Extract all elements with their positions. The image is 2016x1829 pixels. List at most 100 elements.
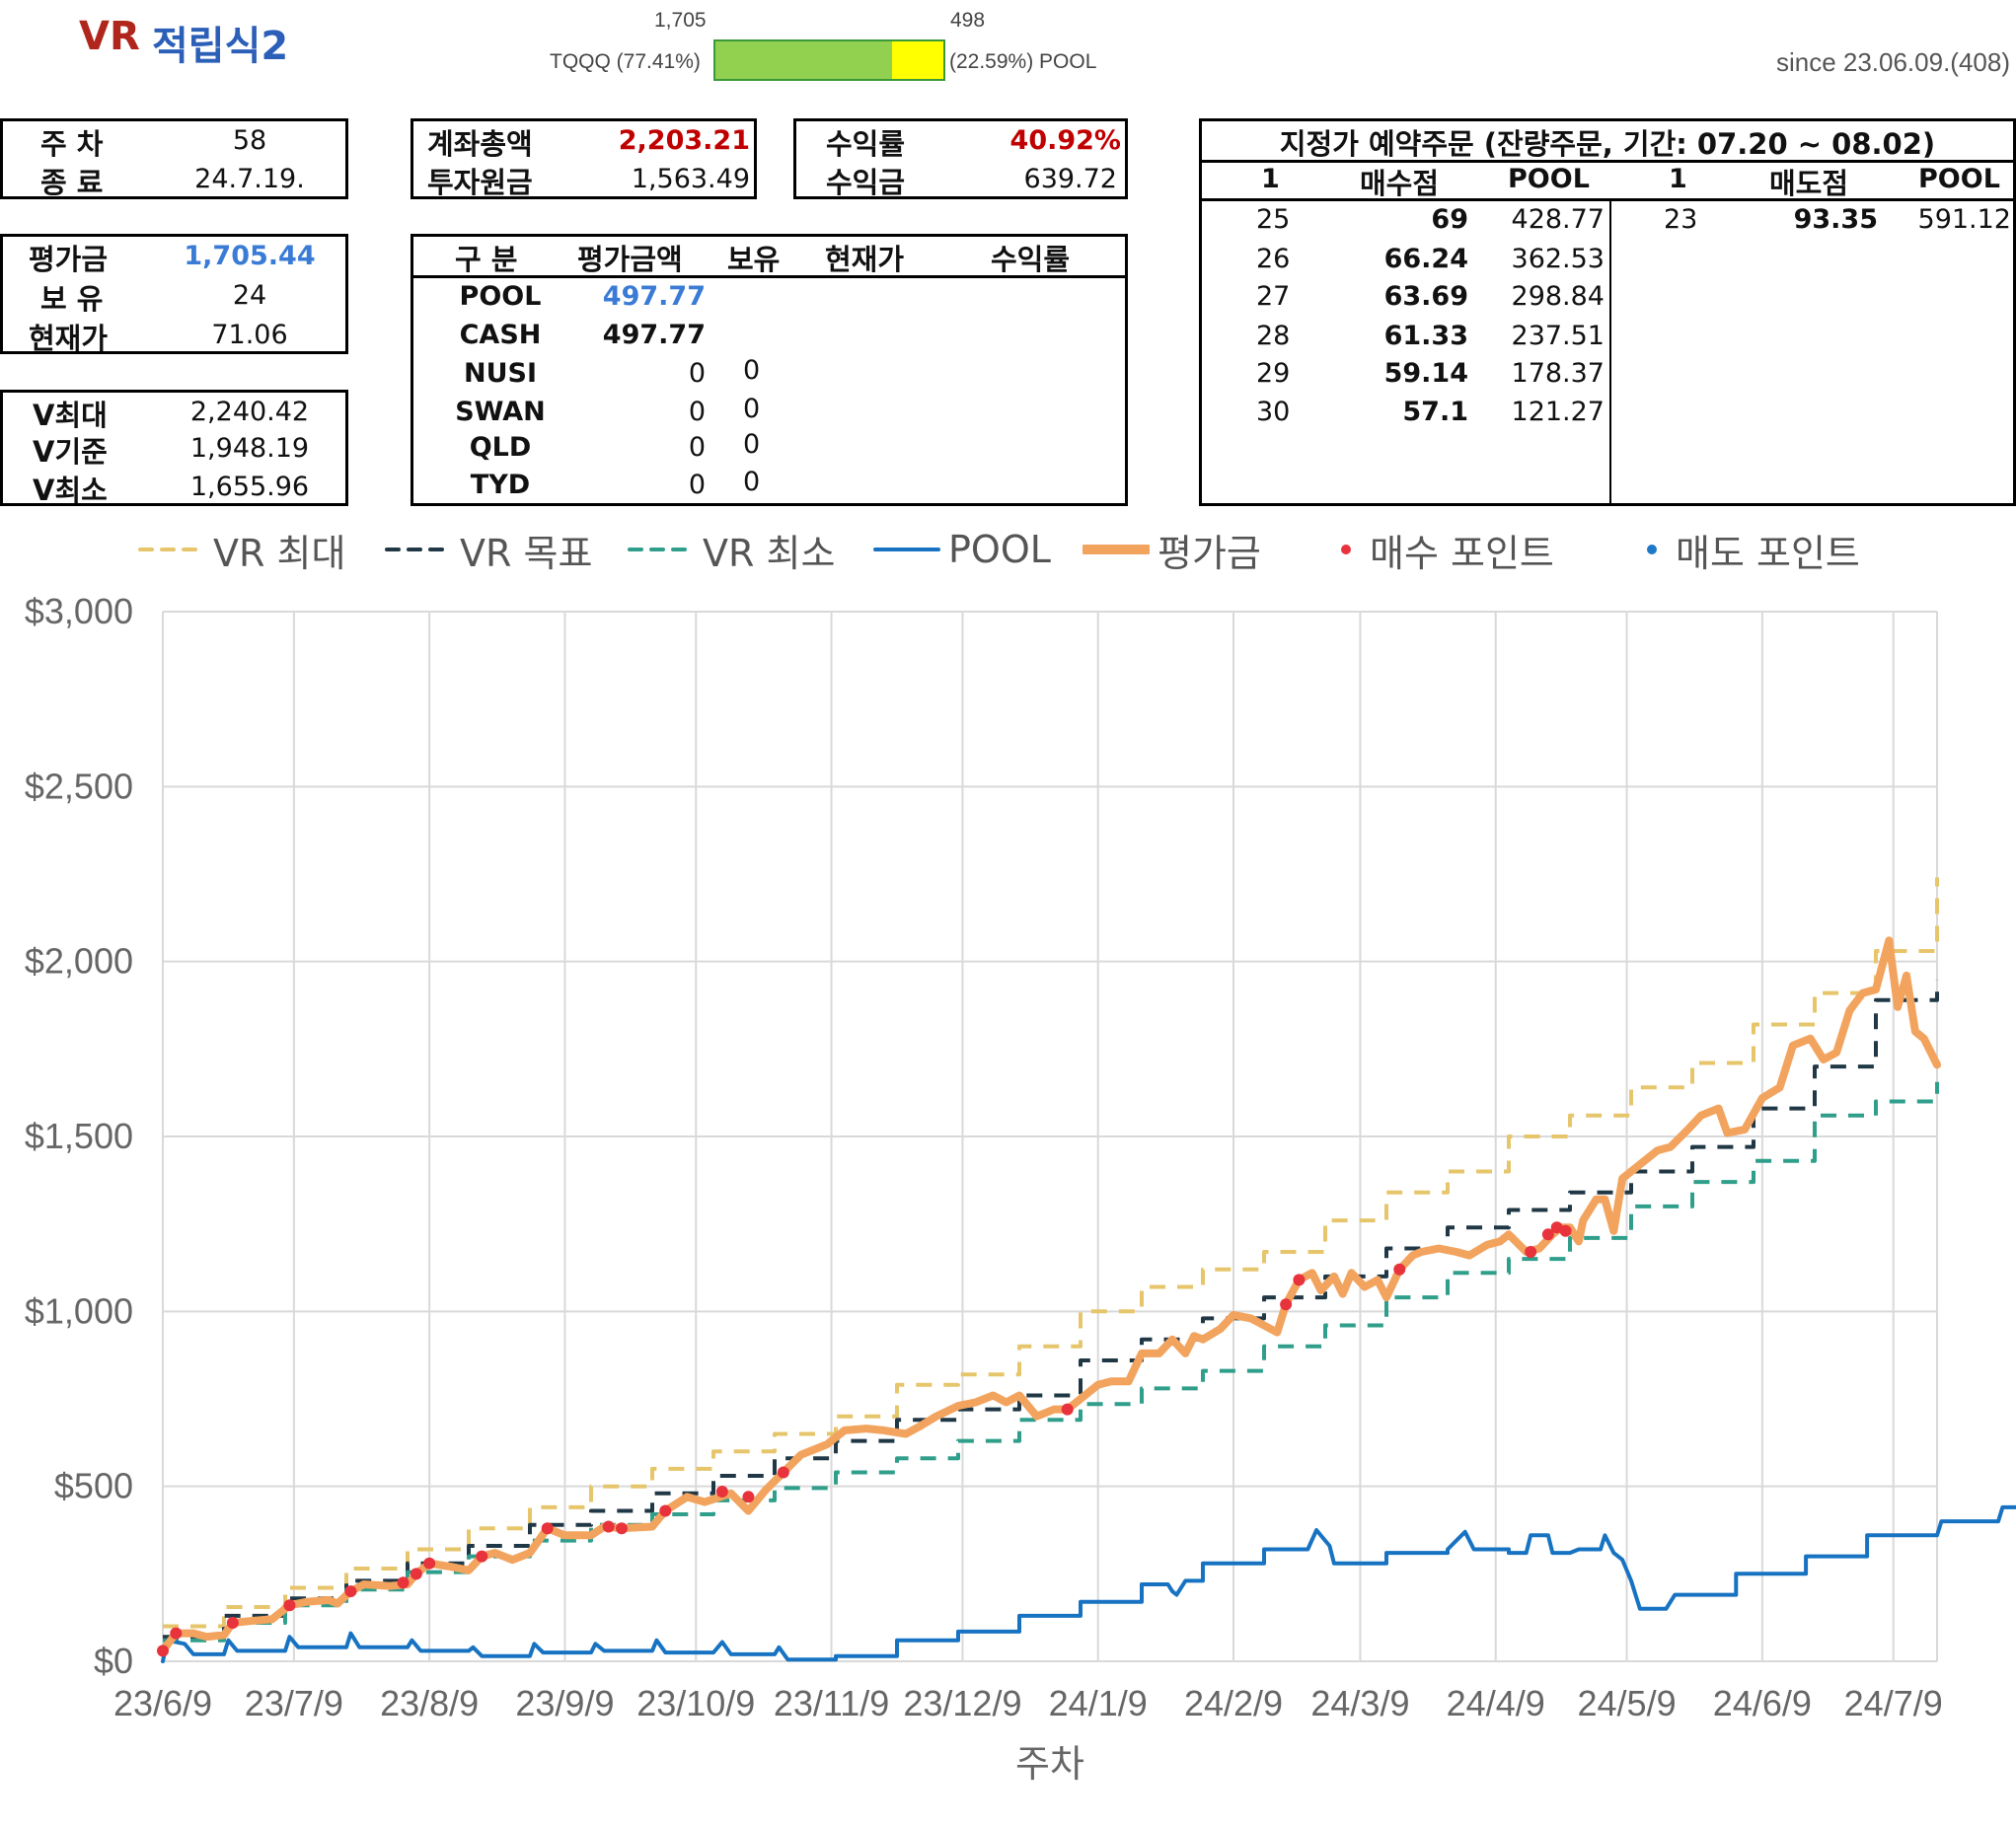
orders-title-divider <box>1202 160 2013 163</box>
allocation-bar-pool <box>891 41 943 79</box>
buy-order-pool: 428.77 <box>1511 204 1605 235</box>
legend-label: 매수 포인트 <box>1370 531 1554 575</box>
holdings-row-amount: 497.77 <box>602 320 706 350</box>
returns-box: 수익률 40.92% 수익금 639.72 <box>793 118 1128 199</box>
x-tick-label: 24/5/9 <box>1578 1683 1677 1723</box>
holdings-row-hold: 0 <box>743 394 761 424</box>
buy-order-n: 26 <box>1256 244 1291 274</box>
buy-point <box>1293 1274 1306 1286</box>
holdings-row-name: SWAN <box>455 397 546 427</box>
buy-point <box>397 1576 410 1589</box>
price-label: 현재가 <box>29 322 109 355</box>
sell-order-price: 93.35 <box>1793 204 1878 235</box>
legend-item: 매수 포인트 <box>1332 525 1554 575</box>
total-value: 2,203.21 <box>618 125 750 156</box>
since-text: since 23.06.09.(408) <box>1775 47 2010 77</box>
week-box: 주 차 58 종 료 24.7.19. <box>0 118 348 199</box>
x-tick-label: 24/3/9 <box>1310 1683 1409 1723</box>
buy-point <box>410 1568 422 1580</box>
sell-header-pool: POOL <box>1918 164 2000 194</box>
vmax-value: 2,240.42 <box>189 397 310 427</box>
bar-left-value: 1,705 <box>654 9 707 32</box>
x-tick-label: 23/8/9 <box>380 1683 479 1723</box>
buy-order-pool: 237.51 <box>1511 321 1605 351</box>
principal-value: 1,563.49 <box>631 164 750 194</box>
orders-table: 지정가 예약주문 (잔량주문, 기간: 07.20 ~ 08.02) 1 매수점… <box>1199 118 2016 506</box>
legend-item: 매도 포인트 <box>1638 525 1860 575</box>
total-label: 계좌총액 <box>427 127 533 161</box>
sell-order-n: 23 <box>1664 204 1698 235</box>
buy-point <box>423 1557 436 1570</box>
buy-order-pool: 178.37 <box>1511 358 1605 389</box>
profit-label: 수익금 <box>826 166 906 199</box>
account-box: 계좌총액 2,203.21 투자원금 1,563.49 <box>411 118 757 199</box>
legend-swatch <box>138 548 205 551</box>
vr-chart: $0 $500 $1,000 $1,500 $2,000 $2,500 $3,000 23/6… <box>25 591 2016 1786</box>
hold-label: 보 유 <box>40 282 104 316</box>
buy-point <box>1559 1224 1572 1237</box>
holdings-row-hold: 0 <box>743 429 761 460</box>
series-line-VR-최대 <box>163 877 1939 1629</box>
page-title: 적립식2 <box>152 24 289 69</box>
legend-swatch <box>628 548 695 551</box>
x-tick-label: 24/7/9 <box>1844 1683 1943 1723</box>
y-tick-label: $1,000 <box>25 1290 133 1331</box>
orders-title: 지정가 예약주문 (잔량주문, 기간: 07.20 ~ 08.02) <box>1279 127 1936 161</box>
legend-swatch <box>1341 545 1351 554</box>
buy-point <box>1061 1403 1074 1416</box>
legend-swatch <box>873 548 940 551</box>
legend-item: POOL <box>873 525 1051 574</box>
profit-value: 639.72 <box>1023 164 1117 194</box>
buy-point <box>541 1522 554 1535</box>
end-value: 24.7.19. <box>194 164 305 194</box>
buy-point <box>1525 1246 1537 1259</box>
y-tick-label: $500 <box>54 1466 133 1506</box>
x-tick-label: 23/9/9 <box>515 1683 614 1723</box>
title-vr: VR <box>79 14 140 59</box>
legend-swatch <box>385 548 452 551</box>
holdings-row-name: NUSI <box>463 358 537 389</box>
holdings-row-amount: 0 <box>688 358 706 389</box>
sell-order-pool: 591.12 <box>1917 204 2011 235</box>
y-tick-label: $2,500 <box>25 766 133 806</box>
x-tick-label: 23/12/9 <box>903 1683 1021 1723</box>
y-tick-label: $3,000 <box>25 591 133 631</box>
legend-label: VR 최소 <box>703 531 836 575</box>
holdings-row-name: POOL <box>459 281 542 312</box>
buy-point <box>602 1520 615 1533</box>
vrange-box: V최대 2,240.42 V기준 1,948.19 V최소 1,655.96 <box>0 390 348 507</box>
buy-order-price: 66.24 <box>1383 244 1468 274</box>
buy-order-pool: 298.84 <box>1511 281 1605 312</box>
chart-legend: VR 최대 VR 목표 VR 최소 POOL 평가금 매수 포인트 매도 포인트 <box>0 525 2016 575</box>
holdings-row-hold: 0 <box>743 467 761 497</box>
legend-item: VR 목표 <box>385 525 592 575</box>
sell-header-price: 매도점 <box>1769 167 1849 200</box>
sell-header-n: 1 <box>1669 164 1687 194</box>
buy-point <box>170 1627 183 1640</box>
holdings-header-amount: 평가금액 <box>577 243 683 276</box>
holdings-table: 구 분 평가금액 보유 현재가 수익률 POOL 497.77 CASH 497.77… <box>411 234 1128 506</box>
legend-item: 평가금 <box>1083 525 1261 575</box>
buy-header-pool: POOL <box>1508 164 1590 194</box>
holdings-row-name: CASH <box>459 320 542 350</box>
vmin-label: V최소 <box>33 474 108 507</box>
buy-order-price: 57.1 <box>1402 397 1468 427</box>
holdings-header-return: 수익률 <box>991 243 1071 276</box>
x-tick-label: 24/1/9 <box>1049 1683 1148 1723</box>
legend-label: 매도 포인트 <box>1676 531 1860 575</box>
holdings-header-price: 현재가 <box>825 243 905 276</box>
bar-left-label: TQQQ (77.41%) <box>550 50 701 73</box>
x-tick-label: 24/4/9 <box>1447 1683 1545 1723</box>
buy-point <box>715 1485 728 1498</box>
bar-right-label: (22.59%) POOL <box>949 50 1097 73</box>
holdings-row-name: QLD <box>469 432 532 463</box>
valuation-box: 평가금 1,705.44 보 유 24 현재가 71.06 <box>0 234 348 355</box>
legend-label: 평가금 <box>1157 531 1261 575</box>
vmin-value: 1,655.96 <box>189 472 310 502</box>
buy-point <box>476 1550 488 1563</box>
x-tick-label: 24/2/9 <box>1184 1683 1283 1723</box>
legend-label: VR 최대 <box>213 531 346 575</box>
principal-label: 투자원금 <box>427 166 533 199</box>
orders-column-divider <box>1609 198 1611 503</box>
buy-point <box>1541 1228 1554 1241</box>
